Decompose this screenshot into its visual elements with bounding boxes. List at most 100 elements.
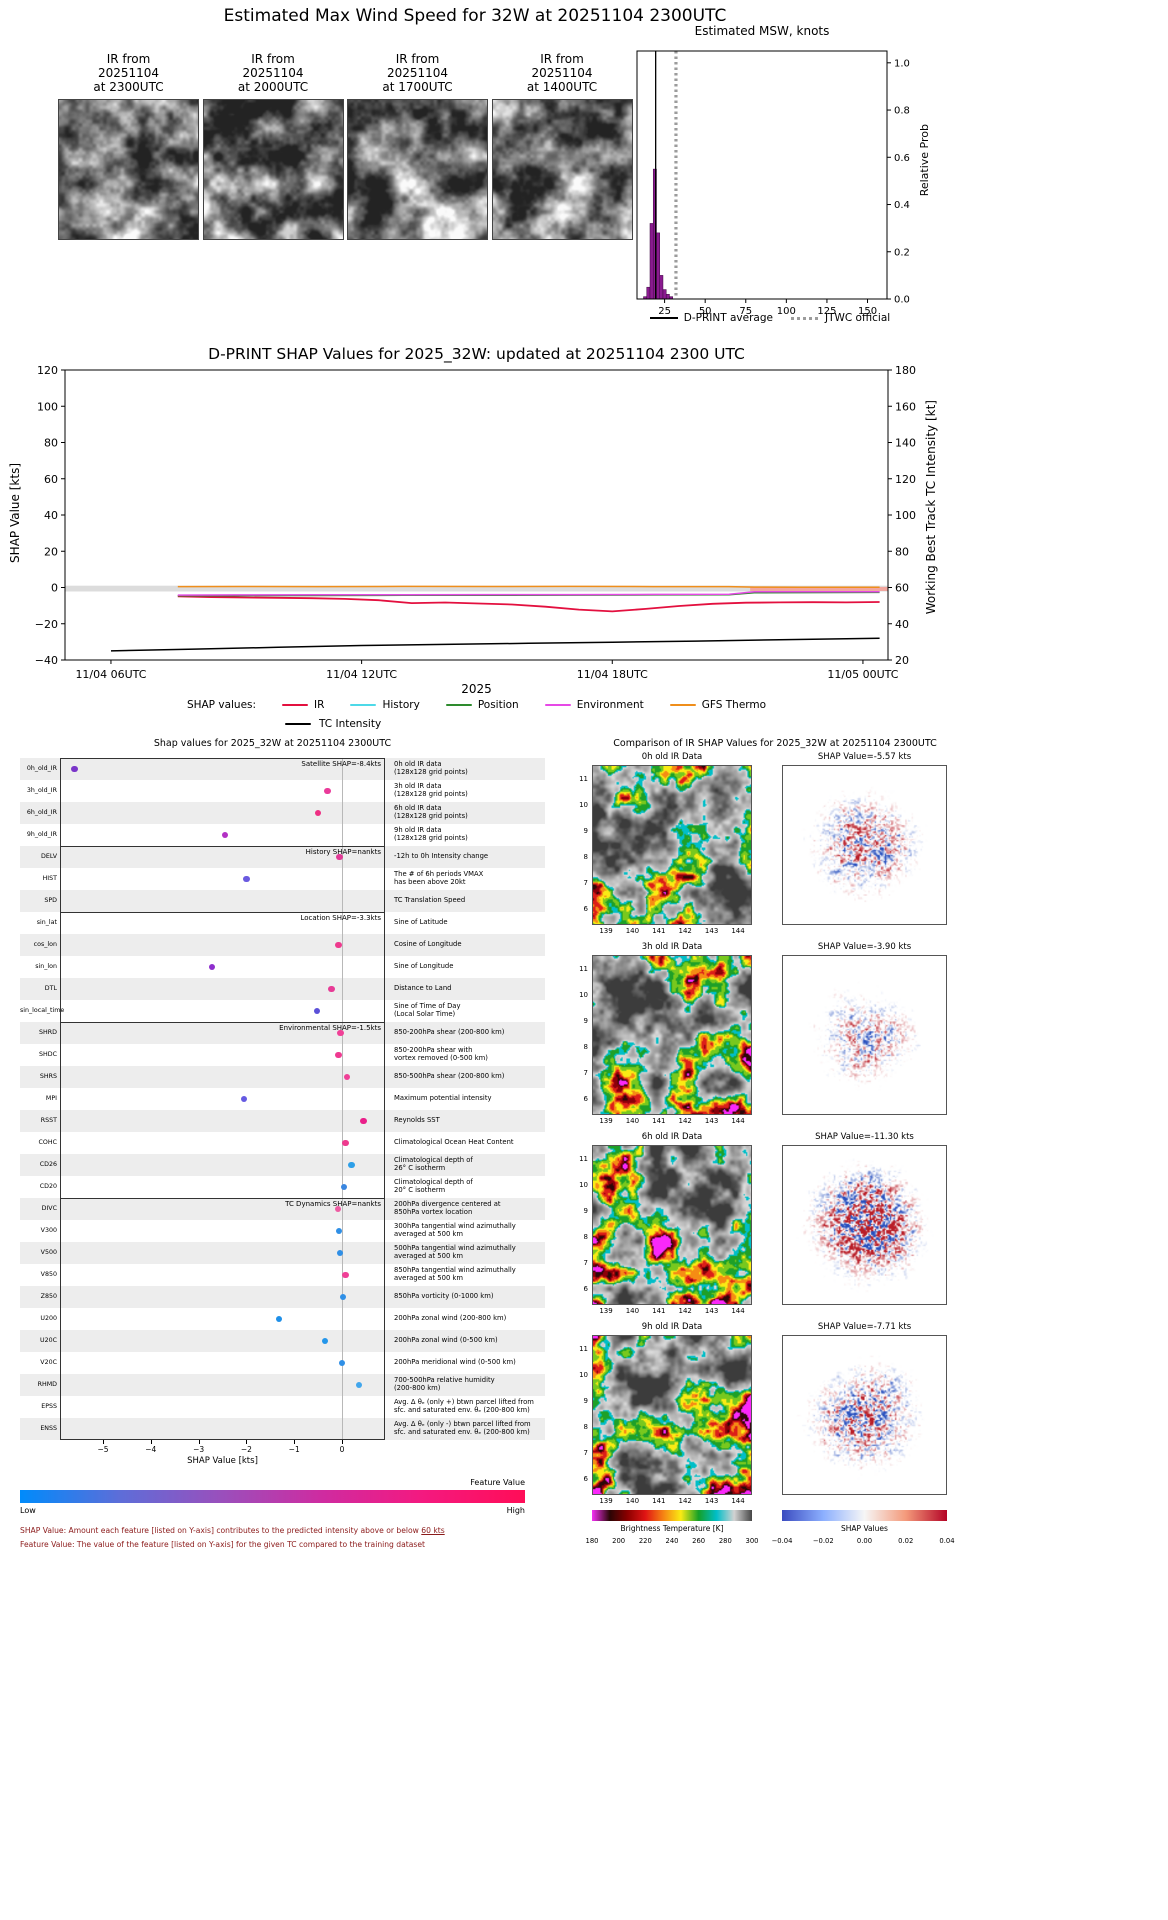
feature-name: DTL	[44, 985, 57, 992]
timeseries-title: D-PRINT SHAP Values for 2025_32W: update…	[208, 345, 745, 363]
x-tick-label: 144	[731, 927, 745, 935]
row-stripe	[20, 1330, 545, 1352]
histogram-ylabel: Relative Prob	[918, 124, 931, 197]
feature-shap-dot	[321, 1337, 329, 1345]
feature-name: U200	[40, 1315, 57, 1322]
legend-label: TC Intensity	[319, 718, 382, 730]
row-stripe	[20, 1242, 545, 1264]
x-tick-label: 141	[652, 1117, 666, 1125]
feature-description: 9h old IR data (128x128 grid points)	[394, 826, 468, 842]
feature-name: V20C	[40, 1359, 57, 1366]
shap-map-image	[782, 955, 947, 1115]
shap-colorbar-tick: 0.02	[898, 1537, 914, 1545]
row-stripe	[20, 1198, 545, 1220]
feature-description: 200hPa divergence centered at 850hPa vor…	[394, 1200, 501, 1216]
x-tick-label: 25	[658, 306, 671, 317]
feature-name: V500	[40, 1249, 57, 1256]
histogram-bar	[649, 223, 654, 300]
feature-description: Distance to Land	[394, 984, 452, 993]
x-tick-label: 141	[652, 1307, 666, 1315]
ir-grayscale-image	[491, 99, 633, 241]
feature-description: 6h old IR data (128x128 grid points)	[394, 804, 468, 820]
bt-colorbar-tick: 280	[718, 1537, 732, 1545]
legend-line-sample	[669, 704, 696, 706]
row-stripe	[20, 758, 545, 780]
shap-colorbar-tick: −0.04	[771, 1537, 793, 1545]
feature-row: V300 300hPa tangential wind azimuthally a…	[20, 1220, 545, 1242]
ir-thumbnail-label-line: 20251104	[531, 66, 593, 81]
row-stripe	[20, 1066, 545, 1088]
feature-value-colorbar	[20, 1490, 525, 1503]
feature-description: 200hPa zonal wind (0-500 km)	[394, 1336, 498, 1345]
feature-row: EPSS Avg. Δ θₑ (only +) btwn parcel lifte…	[20, 1396, 545, 1418]
y-tick-label-right: 60	[895, 582, 909, 595]
x-tick-label: 139	[599, 1497, 613, 1505]
y-tick-label: 0.6	[894, 153, 910, 164]
ir-data-image	[592, 765, 752, 925]
legend-label: JTWC official	[825, 312, 891, 324]
row-stripe	[20, 1374, 545, 1396]
x-tick	[294, 1440, 296, 1444]
comparison-title: Comparison of IR SHAP Values for 2025_32…	[613, 738, 937, 749]
shap-timeseries-panel: D-PRINT SHAP Values for 2025_32W: update…	[0, 345, 968, 737]
shap-panel-title: SHAP Value=-3.90 kts	[817, 942, 912, 952]
plot-border	[64, 369, 889, 661]
feature-row: HIST The # of 6h periods VMAX has been ab…	[20, 868, 545, 890]
feature-description: Avg. Δ θₑ (only +) btwn parcel lifted fr…	[394, 1398, 534, 1414]
dotplot-title: Shap values for 2025_32W at 20251104 230…	[153, 738, 392, 749]
group-header: Location SHAP=-3.3kts	[300, 914, 381, 922]
x-tick-label: 143	[704, 1117, 719, 1125]
legend-prefix: SHAP values:	[186, 699, 257, 711]
timeseries-xlabel: 2025	[461, 682, 492, 696]
solid-line-sample	[649, 317, 678, 319]
y-tick-label: 10	[579, 1371, 588, 1379]
y-tick-label-left: 80	[44, 437, 58, 450]
y-tick-label-right: 180	[895, 364, 916, 377]
feature-name: ENSS	[40, 1425, 57, 1432]
feature-name: 6h_old_IR	[26, 809, 57, 816]
y-tick-label: 6	[583, 1475, 588, 1483]
ir-thumbnail: IR from 20251104 at 1700UTC	[347, 52, 488, 241]
feature-row: sin_local_time Sine of Time of Day (Local…	[20, 1000, 545, 1022]
legend-line-sample	[445, 704, 472, 706]
feature-shap-dot	[360, 1117, 367, 1125]
y-tick-label: 8	[583, 853, 588, 861]
y-tick-label-right: 20	[895, 654, 909, 667]
row-stripe	[20, 1418, 545, 1440]
feature-name: SHDC	[39, 1051, 57, 1058]
feature-shap-dot	[335, 941, 342, 949]
row-stripe	[20, 1110, 545, 1132]
y-tick-label: 0.8	[894, 106, 910, 117]
comparison-rows: 0h old IR Data SHAP Value=-5.57 kts 11 10 9 8…	[560, 738, 1000, 1548]
feature-description: 700-500hPa relative humidity (200-800 km…	[394, 1376, 495, 1392]
row-stripe	[20, 1154, 545, 1176]
feature-row: DIVC 200hPa divergence centered at 850hPa…	[20, 1198, 545, 1220]
feature-name: V300	[40, 1227, 57, 1234]
feature-description: Climatological Ocean Heat Content	[394, 1138, 514, 1147]
x-tick-label: 142	[678, 927, 692, 935]
x-tick-label: 143	[704, 927, 719, 935]
feature-name: sin_lat	[36, 919, 57, 926]
feature-name: cos_lon	[33, 941, 57, 948]
feature-shap-dot	[340, 1183, 348, 1191]
legend-line-sample	[544, 704, 571, 706]
feature-description: 200hPa zonal wind (200-800 km)	[394, 1314, 507, 1323]
plot-border	[636, 50, 888, 300]
y-tick-label-left: 120	[37, 364, 58, 377]
feature-description: 500hPa tangential wind azimuthally avera…	[394, 1244, 516, 1260]
shap-colorbar-tick: 0.00	[856, 1537, 873, 1545]
x-tick-label: −3	[193, 1445, 205, 1454]
bt-colorbar-tick: 220	[638, 1537, 652, 1545]
x-tick-label: 142	[678, 1117, 692, 1125]
x-tick	[246, 1440, 248, 1444]
feature-name: HIST	[42, 875, 57, 882]
timeseries-ylabel-right: Working Best Track TC Intensity [kt]	[924, 400, 938, 615]
x-tick-label: −4	[145, 1445, 157, 1454]
feature-row: RSST Reynolds SST	[20, 1110, 545, 1132]
feature-name: sin_local_time	[20, 1007, 65, 1014]
y-tick-label-left: 40	[44, 509, 58, 522]
feature-description: Sine of Time of Day (Local Solar Time)	[394, 1002, 461, 1018]
y-tick-label: 6	[583, 1285, 588, 1293]
legend-item: IR	[282, 699, 324, 711]
ir-shap-comparison-panel: Comparison of IR SHAP Values for 2025_32…	[560, 738, 1000, 1568]
